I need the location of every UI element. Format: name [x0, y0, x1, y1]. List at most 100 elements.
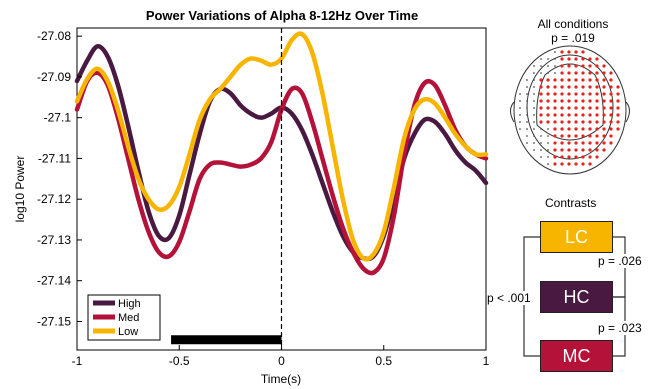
electrode-dot: [533, 65, 535, 67]
electrode-dot: [574, 148, 578, 152]
electrode-dot: [581, 120, 585, 124]
electrode-dot: [574, 134, 578, 138]
electrode-dot: [581, 134, 585, 138]
pvalue-lc-hc: p = .026: [598, 254, 642, 268]
electrode-dot: [595, 127, 599, 131]
electrode-dot: [595, 134, 599, 138]
electrode-dot: [533, 86, 535, 88]
electrode-dot: [560, 141, 564, 145]
electrode-dot: [581, 99, 585, 103]
electrode-dot: [546, 78, 550, 82]
electrode-dot: [567, 92, 571, 96]
electrode-dot: [602, 78, 606, 82]
electrode-dot: [581, 92, 585, 96]
electrode-dot: [588, 99, 592, 103]
electrode-dot: [602, 64, 606, 68]
electrode-dot: [554, 65, 556, 67]
electrode-dot: [602, 120, 606, 124]
electrode-dot: [546, 85, 550, 89]
electrode-dot: [560, 92, 564, 96]
electrode-dot: [609, 78, 613, 82]
electrode-dot: [574, 57, 578, 61]
electrode-dot: [588, 64, 592, 68]
electrode-dot: [595, 57, 599, 61]
electrode-dot: [526, 107, 528, 109]
electrode-dot: [526, 135, 528, 137]
electrode-dot: [588, 148, 592, 152]
electrode-dot: [588, 57, 592, 61]
electrode-dot: [526, 121, 528, 123]
electrode-dot: [588, 113, 592, 117]
electrode-dot: [595, 78, 599, 82]
electrode-dot: [574, 64, 578, 68]
electrode-dot: [560, 99, 564, 103]
electrode-dot: [554, 72, 556, 74]
electrode-dot: [581, 71, 585, 75]
y-tick-label: -27.12: [37, 192, 71, 206]
electrode-dot: [560, 120, 564, 124]
electrode-dot: [567, 99, 571, 103]
electrode-dot: [546, 106, 550, 110]
electrode-dot: [609, 106, 613, 110]
electrode-dot: [540, 65, 542, 67]
contrast-box-mc-label: MC: [562, 345, 591, 366]
electrode-dot: [533, 107, 535, 109]
electrode-dot: [533, 128, 535, 130]
contrasts-title: Contrasts: [545, 196, 597, 210]
electrode-dot: [581, 162, 585, 166]
x-tick-label: 0.5: [375, 354, 392, 368]
electrode-dot: [560, 64, 564, 68]
electrode-dot: [588, 92, 592, 96]
electrode-dot: [553, 99, 557, 103]
headmap-title: All conditions: [538, 17, 609, 31]
electrode-dots: [519, 50, 620, 166]
contrast-box-lc-label: LC: [564, 226, 588, 247]
electrode-dot: [581, 85, 585, 89]
y-tick-label: -27.09: [37, 70, 71, 84]
electrode-dot: [546, 99, 550, 103]
electrode-dot: [547, 65, 549, 67]
electrode-dot: [567, 134, 571, 138]
electrode-dot: [574, 141, 578, 145]
electrode-dot: [574, 92, 578, 96]
electrode-dot: [609, 141, 613, 145]
electrode-dot: [595, 106, 599, 110]
contrast-box-mc: MC: [540, 340, 613, 372]
electrode-dot: [616, 85, 620, 89]
y-tick-label: -27.14: [37, 274, 71, 288]
electrode-dot: [595, 85, 599, 89]
electrode-dot: [553, 120, 557, 124]
legend-label-low: Low: [118, 326, 138, 338]
y-tick-label: -27.13: [37, 233, 71, 247]
y-tick-label: -27.1: [44, 111, 72, 125]
electrode-dot: [526, 86, 528, 88]
electrode-dot: [547, 58, 549, 60]
electrode-dot: [574, 50, 578, 54]
electrode-dot: [595, 71, 599, 75]
electrode-dot: [616, 127, 620, 131]
electrode-dot: [609, 99, 613, 103]
electrode-dot: [519, 121, 521, 123]
electrode-dot: [567, 78, 571, 82]
electrode-dot: [595, 92, 599, 96]
electrode-dot: [616, 120, 620, 124]
electrode-dot: [581, 155, 585, 159]
electrode-dot: [533, 114, 535, 116]
electrode-dot: [609, 127, 613, 131]
electrode-dot: [540, 135, 542, 137]
electrode-dot: [553, 85, 557, 89]
electrode-dot: [519, 107, 521, 109]
electrode-dot: [567, 148, 571, 152]
contrast-box-hc: HC: [540, 281, 613, 313]
electrode-dot: [567, 85, 571, 89]
electrode-dot: [616, 92, 620, 96]
electrode-dot: [616, 99, 620, 103]
electrode-dot: [547, 128, 549, 130]
electrode-dot: [574, 78, 578, 82]
legend: High Med Low: [87, 294, 161, 341]
pvalue-lc-mc: p < .001: [487, 291, 531, 305]
electrode-dot: [588, 71, 592, 75]
electrode-dot: [519, 93, 521, 95]
electrode-dot: [588, 134, 592, 138]
electrode-dot: [533, 149, 535, 151]
